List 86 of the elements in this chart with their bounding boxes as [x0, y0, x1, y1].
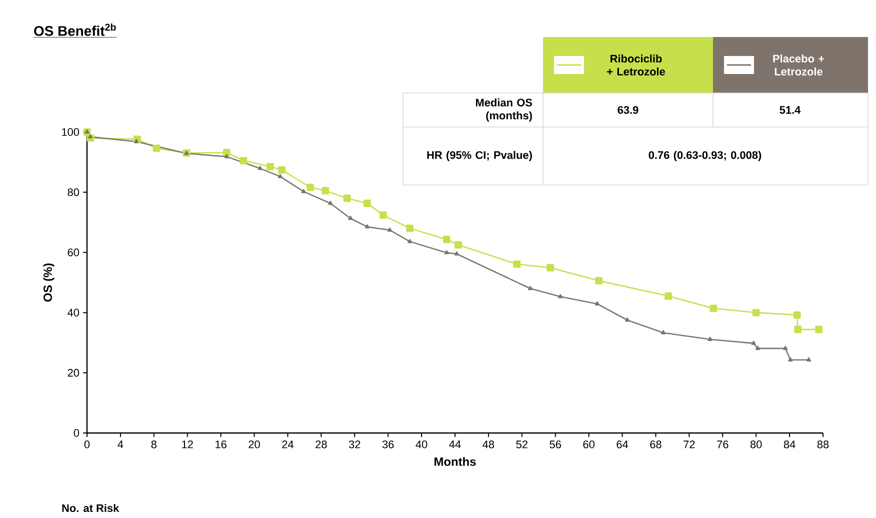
- x-tick-label: 72: [684, 440, 695, 448]
- x-tick-label: 76: [717, 440, 728, 448]
- point: [343, 194, 351, 202]
- x-tick-label: 40: [416, 440, 428, 448]
- text: No. at Risk: [62, 504, 120, 512]
- x-tick-label: 36: [382, 440, 394, 448]
- chart-title: OS Benefit$^{2b}$: [34, 24, 116, 36]
- x-tick-label: 28: [316, 440, 327, 448]
- point: [806, 357, 812, 362]
- y-tick-label: 100: [62, 128, 80, 136]
- point: [258, 166, 262, 170]
- point: [328, 200, 333, 205]
- y-tick-label: 60: [68, 248, 80, 256]
- point: [348, 216, 353, 220]
- point: [625, 318, 630, 322]
- x-tick-label: 16: [216, 440, 226, 448]
- x-tick-label: 68: [650, 440, 662, 448]
- point: [664, 292, 672, 300]
- y-tick-label: 20: [68, 368, 80, 377]
- point: [558, 294, 563, 298]
- point: [454, 251, 459, 256]
- point: [278, 166, 286, 174]
- x-tick-label: 56: [550, 440, 561, 448]
- point: [406, 224, 414, 232]
- y-axis-title: OS (%): [43, 264, 54, 302]
- x-tick-label: 20: [248, 440, 260, 448]
- annotation: 0.76 (0.63-0.93; 0.008): [648, 150, 762, 162]
- x-axis-title: Months: [434, 457, 476, 466]
- point: [660, 330, 666, 334]
- point: [755, 346, 760, 350]
- point: [387, 228, 392, 232]
- point: [223, 148, 230, 156]
- x-tick-label: 80: [750, 440, 762, 448]
- point: [752, 308, 760, 316]
- y-tick-label: 80: [68, 188, 80, 196]
- x-tick-label: 32: [348, 440, 360, 448]
- y-tick-label: 40: [68, 308, 80, 316]
- point: [454, 241, 462, 249]
- x-tick-label: 64: [616, 440, 628, 448]
- text: 51.4: [780, 106, 801, 114]
- point: [442, 236, 450, 244]
- point: [379, 211, 387, 219]
- text: 63.9: [618, 106, 638, 114]
- point: [794, 326, 802, 334]
- x-tick-label: 84: [784, 440, 796, 448]
- x-tick-label: 0: [84, 440, 90, 448]
- point: [788, 357, 793, 362]
- x-tick-label: 24: [282, 440, 294, 448]
- point: [240, 156, 248, 164]
- point: [266, 162, 274, 170]
- x-tick-label: 88: [817, 440, 829, 448]
- point: [708, 336, 712, 341]
- point: [546, 264, 554, 272]
- point: [513, 260, 521, 268]
- x-tick-label: 8: [151, 440, 156, 448]
- point: [444, 250, 449, 254]
- x-tick-label: 52: [516, 440, 528, 448]
- point: [710, 304, 718, 312]
- annotation: HR (95% CI; Pvalue): [427, 150, 532, 162]
- point: [594, 301, 600, 306]
- legend-label: Placebo + Letrozole: [773, 54, 824, 76]
- x-tick-label: 48: [482, 440, 494, 448]
- point: [793, 311, 801, 319]
- point: [152, 144, 160, 152]
- point: [815, 326, 822, 334]
- point: [88, 134, 93, 138]
- point: [364, 200, 371, 207]
- point: [224, 154, 229, 158]
- point: [322, 187, 330, 194]
- point: [408, 239, 412, 244]
- x-tick-label: 4: [118, 440, 124, 448]
- point: [595, 277, 603, 284]
- point: [134, 139, 139, 144]
- legend-label: Ribociclib + Letrozole: [607, 54, 666, 76]
- y-tick-label: 0: [74, 429, 80, 437]
- x-tick-label: 12: [182, 440, 193, 448]
- point: [301, 189, 306, 194]
- point: [528, 286, 533, 290]
- x-tick-label: 60: [583, 440, 594, 448]
- point: [783, 346, 788, 350]
- text: Median OS (months): [476, 98, 532, 122]
- x-tick-label: 44: [449, 440, 461, 448]
- point: [364, 224, 370, 228]
- point: [306, 184, 314, 192]
- point: [751, 340, 756, 345]
- point: [278, 174, 282, 178]
